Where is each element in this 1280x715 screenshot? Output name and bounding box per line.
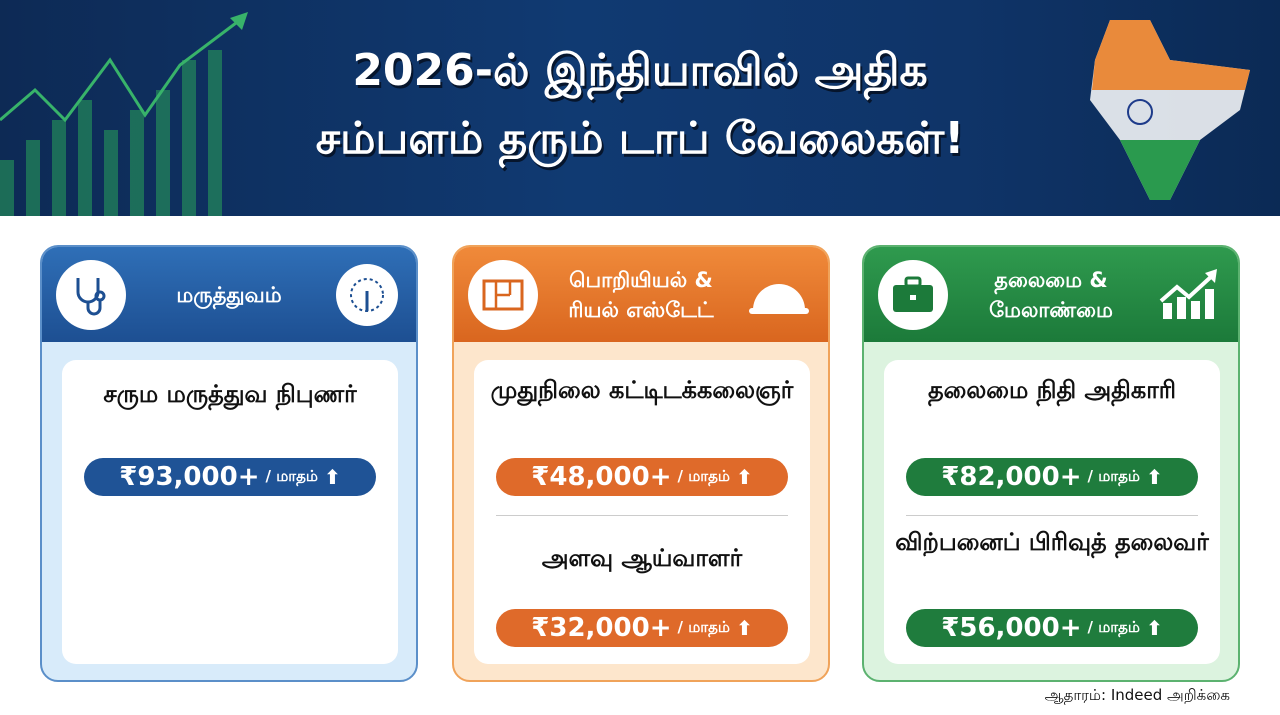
job-title: தலைமை நிதி அதிகாரி <box>927 376 1177 404</box>
hard-hat-icon <box>744 260 814 330</box>
card-header: மருத்துவம் <box>42 247 416 342</box>
salary-badge: ₹82,000+ / மாதம் ⬆ <box>906 458 1198 496</box>
category-card-engineering: பொறியியல் & ரியல் எஸ்டேட் முதுநிலை கட்டிட… <box>452 245 830 682</box>
salary-period: / மாதம் <box>677 467 730 485</box>
card-header: பொறியியல் & ரியல் எஸ்டேட் <box>454 247 828 342</box>
arrow-up-icon: ⬆ <box>1145 616 1163 640</box>
card-title-line2: ரியல் எஸ்டேட் <box>568 297 714 322</box>
divider <box>496 515 788 516</box>
card-header: தலைமை & மேலாண்மை <box>864 247 1238 342</box>
salary-amount: ₹32,000+ <box>531 613 672 643</box>
card-title: மருத்துவம் <box>176 282 282 307</box>
blueprint-icon <box>468 259 538 330</box>
job-title: சரும மருத்துவ நிபுணர் <box>103 380 357 408</box>
header-banner: 2026-ல் இந்தியாவில் அதிக சம்பளம் தரும் ட… <box>0 0 1280 216</box>
card-title: பொறியியல் & ரியல் எஸ்டேட் <box>538 265 744 325</box>
salary-badge: ₹56,000+ / மாதம் ⬆ <box>906 609 1198 647</box>
salary-amount: ₹82,000+ <box>941 462 1082 492</box>
salary-period: / மாதம் <box>1087 618 1140 636</box>
category-card-leadership: தலைமை & மேலாண்மை தலைமை நிதி அதிகாரி ₹82,0… <box>862 245 1240 682</box>
job-title: விற்பனைப் பிரிவுத் தலைவர் <box>895 528 1209 556</box>
arrow-up-icon: ⬆ <box>735 465 753 489</box>
job-title: அளவு ஆய்வாளர் <box>541 544 743 572</box>
arrow-up-icon: ⬆ <box>735 616 753 640</box>
job-list: தலைமை நிதி அதிகாரி ₹82,000+ / மாதம் ⬆ வி… <box>884 360 1220 664</box>
category-card-medical: மருத்துவம் சரும மருத்துவ நிபுணர் ₹93,000… <box>40 245 418 682</box>
salary-amount: ₹93,000+ <box>119 462 260 492</box>
salary-period: / மாதம் <box>677 618 730 636</box>
salary-amount: ₹48,000+ <box>531 462 672 492</box>
source-note: ஆதாரம்: Indeed அறிக்கை <box>1044 686 1230 704</box>
card-title: தலைமை & மேலாண்மை <box>948 265 1154 325</box>
salary-period: / மாதம் <box>265 467 318 485</box>
salary-badge: ₹93,000+ / மாதம் ⬆ <box>84 458 376 496</box>
page-title-line2: சம்பளம் தரும் டாப் வேலைகள்! <box>315 113 965 164</box>
arrow-up-icon: ⬆ <box>323 465 341 489</box>
growth-chart-icon <box>1154 260 1224 330</box>
chart-graphic-icon <box>0 12 1250 216</box>
job-list: முதுநிலை கட்டிடக்கலைஞர் ₹48,000+ / மாதம்… <box>474 360 810 664</box>
job-title: முதுநிலை கட்டிடக்கலைஞர் <box>490 376 794 404</box>
salary-period: / மாதம் <box>1087 467 1140 485</box>
page-title-line1: 2026-ல் இந்தியாவில் அதிக <box>352 45 928 96</box>
salary-badge: ₹48,000+ / மாதம் ⬆ <box>496 458 788 496</box>
skin-icon <box>332 260 402 330</box>
briefcase-icon <box>878 259 948 330</box>
card-title-line1: பொறியியல் & <box>569 267 713 292</box>
stethoscope-icon <box>56 259 126 330</box>
salary-amount: ₹56,000+ <box>941 613 1082 643</box>
divider <box>906 515 1198 516</box>
card-title-line2: மேலாண்மை <box>989 297 1113 322</box>
card-title-line1: தலைமை & <box>994 267 1108 292</box>
salary-badge: ₹32,000+ / மாதம் ⬆ <box>496 609 788 647</box>
arrow-up-icon: ⬆ <box>1145 465 1163 489</box>
job-list: சரும மருத்துவ நிபுணர் ₹93,000+ / மாதம் ⬆ <box>62 360 398 664</box>
